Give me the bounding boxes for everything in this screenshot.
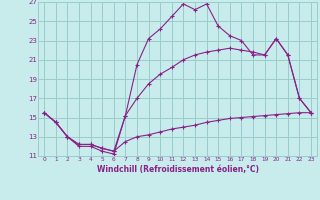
X-axis label: Windchill (Refroidissement éolien,°C): Windchill (Refroidissement éolien,°C): [97, 165, 259, 174]
